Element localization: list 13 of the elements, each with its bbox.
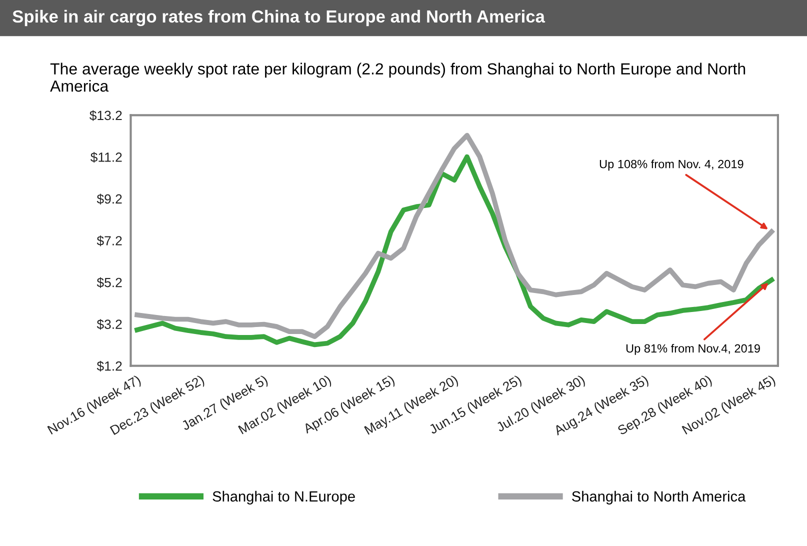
annotation: Up 81% from Nov.4, 2019 [626, 344, 760, 355]
annotation: Up 108% from Nov. 4, 2019 [600, 160, 744, 171]
chart-subtitle: The average weekly spot rate per kilogram (2.2 pounds) from Shanghai to North Europe and North America [50, 62, 746, 92]
legend-label: Shanghai to N.Europe [212, 490, 355, 504]
y-tick-label: $7.2 [96, 236, 122, 246]
y-tick-label: $11.2 [90, 152, 122, 163]
y-tick-label: $13.2 [90, 110, 122, 121]
legend-label: Shanghai to North America [572, 490, 746, 504]
y-tick-label: $5.2 [96, 277, 122, 288]
y-tick-label: $9.2 [96, 194, 122, 204]
y-tick-label: $1.2 [96, 360, 122, 372]
chart-title: Spike in air cargo rates from China to Europe and North America [12, 10, 546, 26]
y-tick-label: $3.2 [96, 319, 122, 330]
